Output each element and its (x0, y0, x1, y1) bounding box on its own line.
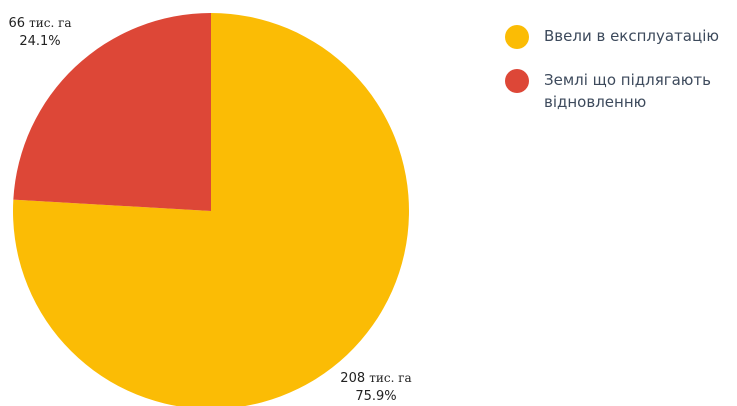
slice-percent: 24.1% (19, 34, 60, 49)
pie-chart: 208 тис. га 75.9% 66 тис. га 24.1% (8, 12, 412, 406)
legend-swatch-operation (505, 25, 529, 49)
legend-item-operation[interactable]: Ввели в експлуатацію (505, 25, 737, 49)
slice-value: 66 тис. га (8, 16, 71, 31)
pie-labels: 208 тис. га 75.9% 66 тис. га 24.1% (8, 16, 411, 404)
slice-label-operation: 208 тис. га 75.9% (340, 371, 411, 404)
legend-label-operation: Ввели в експлуатацію (544, 27, 720, 45)
slice-label-restoration: 66 тис. га 24.1% (8, 16, 71, 49)
legend-swatch-restoration (505, 69, 529, 93)
legend-item-restoration[interactable]: Землі що підлягають відновленню (505, 69, 737, 113)
pie-slice-operation[interactable] (13, 13, 409, 406)
pie-slice-restoration[interactable] (13, 12, 212, 212)
legend-label-restoration: Землі що підлягають відновленню (544, 71, 711, 111)
pie-slices (13, 12, 409, 406)
chart-legend: Ввели в експлуатацію Землі що підлягають… (505, 25, 737, 133)
slice-percent: 75.9% (355, 389, 396, 404)
slice-value: 208 тис. га (340, 371, 411, 386)
